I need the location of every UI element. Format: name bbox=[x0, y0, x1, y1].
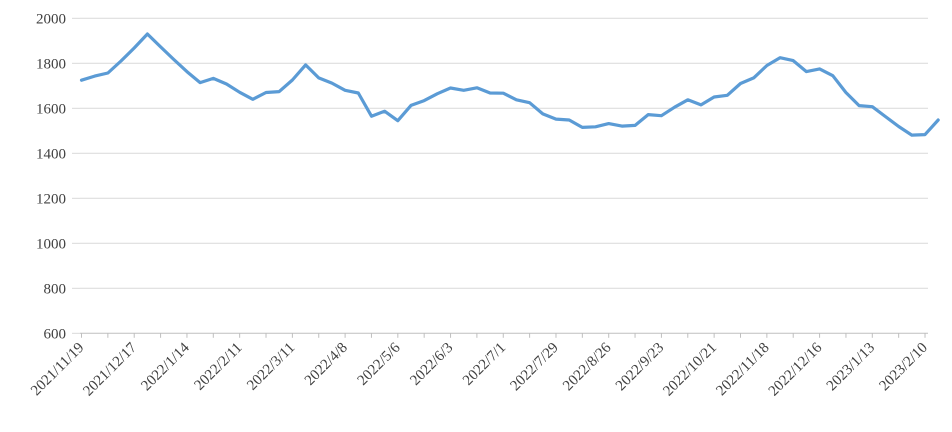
y-axis-label: 1400 bbox=[36, 146, 66, 162]
x-axis-label: 2023/2/10 bbox=[877, 340, 931, 394]
x-axis-label: 2023/1/13 bbox=[824, 340, 878, 394]
y-axis-label: 1800 bbox=[36, 56, 66, 72]
y-axis-label: 1600 bbox=[36, 101, 66, 117]
x-axis-label: 2022/5/6 bbox=[355, 339, 404, 388]
x-axis-label: 2022/7/29 bbox=[507, 340, 561, 394]
x-axis-label: 2022/9/23 bbox=[613, 340, 667, 394]
x-axis-label: 2022/6/3 bbox=[407, 340, 456, 389]
y-axis-label: 2000 bbox=[36, 11, 66, 27]
x-axis-label: 2022/7/1 bbox=[460, 340, 509, 389]
y-axis-label: 1000 bbox=[36, 236, 66, 252]
x-axis-label: 2021/12/17 bbox=[80, 339, 140, 399]
data-series-line bbox=[79, 32, 940, 137]
y-axis-label: 800 bbox=[44, 281, 67, 297]
x-axis-label: 2022/8/26 bbox=[560, 339, 615, 394]
x-axis-label: 2022/10/21 bbox=[660, 340, 720, 400]
y-axis-label: 1200 bbox=[36, 191, 66, 207]
x-axis-label: 2022/4/8 bbox=[302, 340, 351, 389]
x-axis-label: 2022/12/16 bbox=[766, 339, 826, 399]
x-axis-label: 2022/3/11 bbox=[244, 340, 298, 394]
x-axis-label: 2022/1/14 bbox=[138, 339, 193, 394]
y-axis-label: 600 bbox=[44, 326, 67, 342]
x-axis-label: 2021/11/19 bbox=[28, 340, 87, 399]
x-axis-label: 2022/2/11 bbox=[192, 340, 246, 394]
x-axis-label: 2022/11/18 bbox=[713, 340, 772, 399]
